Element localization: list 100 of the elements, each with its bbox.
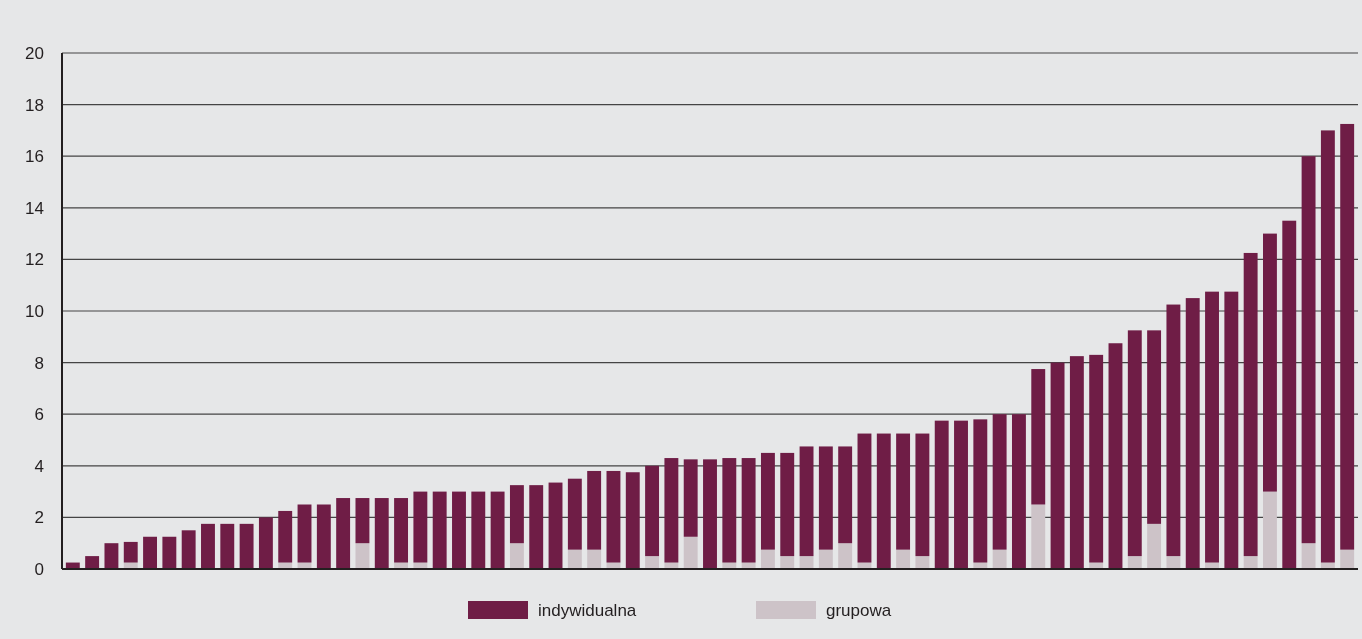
bar xyxy=(780,452,795,557)
bar xyxy=(818,549,833,569)
bar xyxy=(143,536,157,569)
bar xyxy=(1031,504,1046,569)
bar xyxy=(1301,156,1316,544)
bar xyxy=(838,446,853,544)
bar xyxy=(278,510,293,563)
bar xyxy=(471,491,486,569)
bar xyxy=(509,543,524,569)
bar xyxy=(1127,330,1142,557)
bar xyxy=(162,536,177,569)
bar xyxy=(683,536,698,569)
y-tick-label: 16 xyxy=(25,147,44,167)
bar xyxy=(432,491,447,569)
y-tick-label: 6 xyxy=(34,405,44,425)
bar xyxy=(876,433,891,569)
bar xyxy=(973,419,988,563)
bar xyxy=(567,549,582,569)
bar xyxy=(1069,356,1084,569)
bar xyxy=(1263,233,1277,492)
y-tick-label: 14 xyxy=(25,198,44,218)
bar xyxy=(1340,549,1355,569)
bar xyxy=(181,530,196,569)
bar xyxy=(201,523,215,569)
y-tick-label: 20 xyxy=(25,43,44,63)
bar xyxy=(1166,304,1181,557)
bar xyxy=(1224,291,1239,569)
bar xyxy=(722,458,737,563)
bar xyxy=(529,485,544,569)
bar xyxy=(1089,354,1104,563)
bar xyxy=(818,446,833,550)
bar xyxy=(316,504,331,569)
y-tick-label: 2 xyxy=(34,508,44,528)
bar xyxy=(258,517,273,569)
bar xyxy=(1185,298,1200,569)
bar xyxy=(1147,523,1162,569)
bar xyxy=(896,433,911,550)
bar xyxy=(1282,220,1297,569)
y-tick-label: 4 xyxy=(34,456,44,476)
bar xyxy=(1263,491,1277,569)
bar xyxy=(567,478,582,550)
bar xyxy=(1050,362,1065,569)
bar xyxy=(1243,556,1258,569)
legend-label: grupowa xyxy=(826,600,892,620)
bar xyxy=(625,472,640,569)
y-tick-label: 8 xyxy=(34,353,44,373)
bar xyxy=(413,491,428,563)
bar xyxy=(548,482,563,569)
bar xyxy=(374,498,389,569)
bar xyxy=(1166,556,1181,569)
bar xyxy=(85,556,100,569)
bar xyxy=(896,549,911,569)
bar xyxy=(992,549,1007,569)
y-tick-label: 10 xyxy=(25,301,44,321)
bar xyxy=(954,420,968,569)
y-tick-label: 12 xyxy=(25,250,44,270)
bar xyxy=(220,523,235,569)
bar xyxy=(1301,543,1316,569)
bar xyxy=(741,458,756,563)
y-tick-label: 0 xyxy=(34,559,44,579)
bar xyxy=(857,433,872,563)
bar xyxy=(915,556,930,569)
bar xyxy=(664,458,679,563)
bar xyxy=(760,549,775,569)
bar xyxy=(1108,343,1123,569)
bar xyxy=(587,470,602,550)
bar xyxy=(838,543,853,569)
bar xyxy=(992,414,1007,550)
bar xyxy=(336,498,351,569)
bar xyxy=(1340,123,1355,550)
bar xyxy=(1320,130,1335,563)
bar xyxy=(1011,414,1026,569)
bar xyxy=(760,452,775,550)
bar xyxy=(297,504,312,563)
bar xyxy=(645,556,660,569)
bar xyxy=(490,491,505,569)
bar xyxy=(915,433,930,557)
bar xyxy=(1127,556,1142,569)
bar xyxy=(606,470,621,563)
bar xyxy=(1205,291,1219,563)
bar xyxy=(123,541,138,563)
bar xyxy=(683,459,698,537)
y-tick-label: 18 xyxy=(25,95,44,115)
bar xyxy=(703,459,717,569)
legend-label: indywidualna xyxy=(538,600,637,620)
bar xyxy=(355,498,370,544)
bar xyxy=(934,420,949,569)
bar xyxy=(1147,330,1162,524)
bar xyxy=(1031,369,1046,505)
bar xyxy=(645,465,660,557)
bar xyxy=(799,446,814,557)
bar xyxy=(780,556,795,569)
bar xyxy=(239,523,254,569)
bar xyxy=(394,498,409,563)
bar xyxy=(509,485,524,544)
bar xyxy=(587,549,602,569)
bar xyxy=(1243,252,1258,557)
bar xyxy=(104,543,119,569)
bar xyxy=(355,543,370,569)
bar xyxy=(452,491,466,569)
